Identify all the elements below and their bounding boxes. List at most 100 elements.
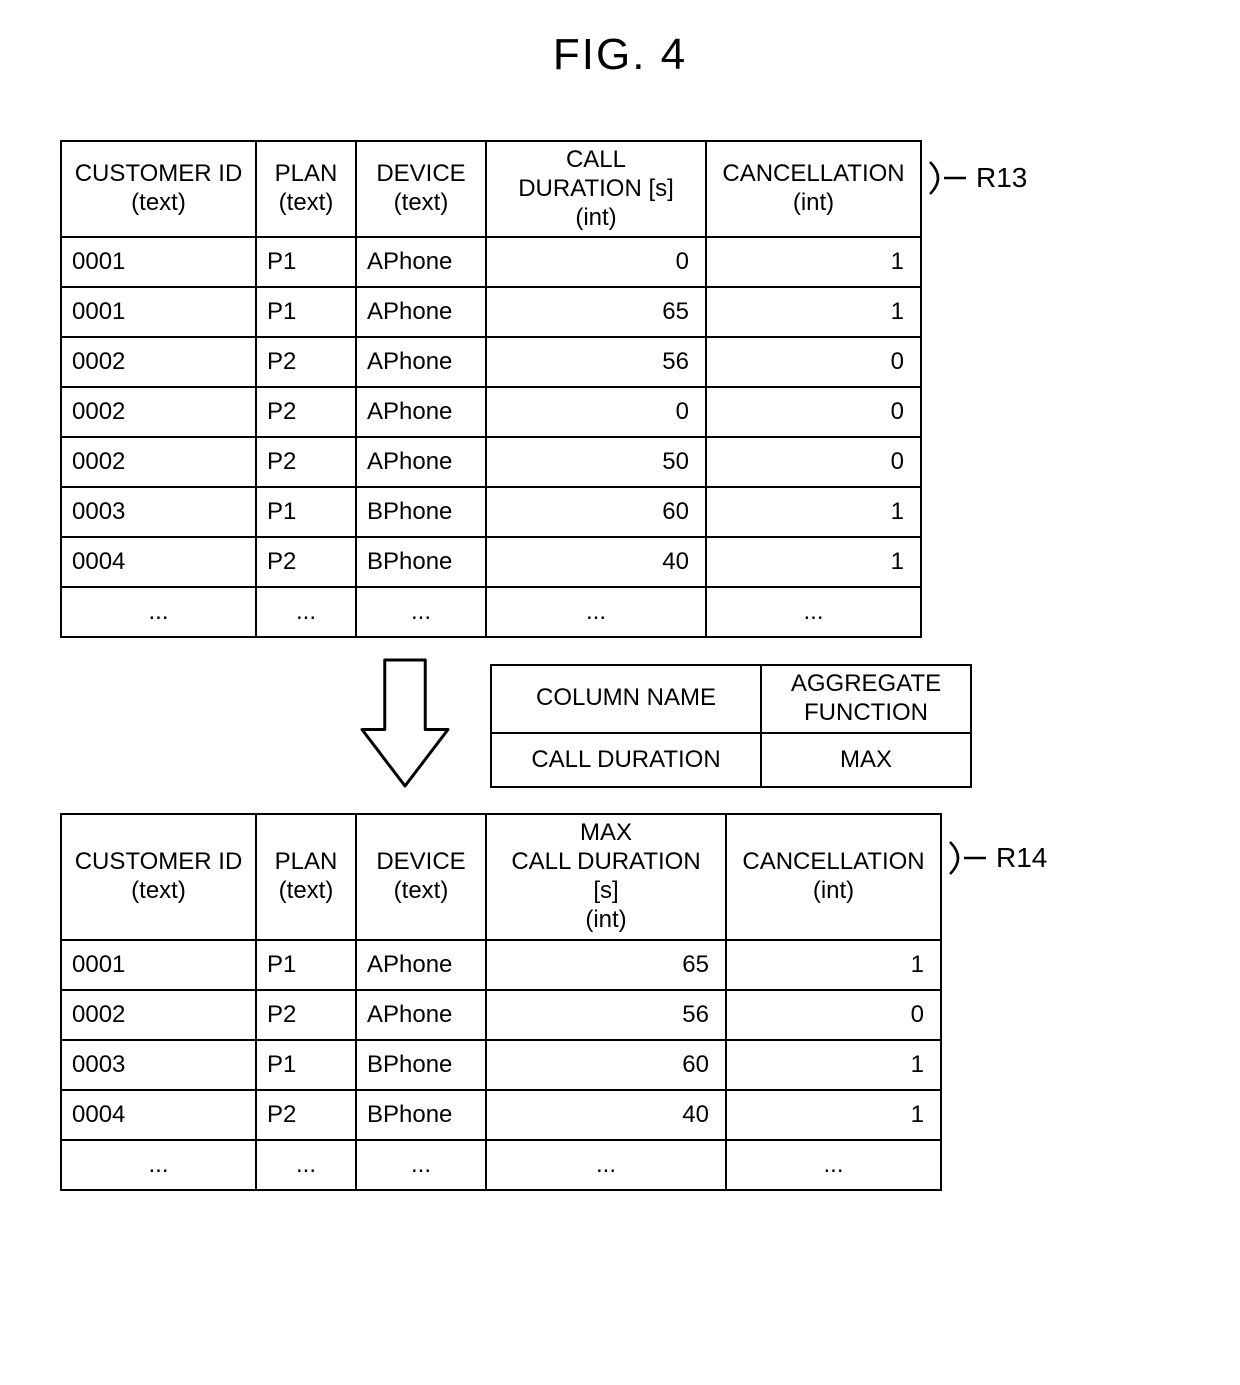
table-row: ............... — [61, 587, 921, 637]
agg-cell: MAX — [761, 733, 971, 787]
table-cell: 1 — [706, 487, 921, 537]
figure-title: FIG. 4 — [20, 30, 1220, 80]
column-header: PLAN(text) — [256, 814, 356, 939]
table-row: 0003P1BPhone601 — [61, 1040, 941, 1090]
column-header: PLAN(text) — [256, 141, 356, 237]
table-cell: 0004 — [61, 1090, 256, 1140]
table-cell: 0003 — [61, 1040, 256, 1090]
table-cell: 0002 — [61, 337, 256, 387]
column-header: DEVICE(text) — [356, 814, 486, 939]
table-cell: 0 — [486, 387, 706, 437]
table-cell: 1 — [726, 940, 941, 990]
table-cell: P1 — [256, 487, 356, 537]
table-cell: 1 — [706, 287, 921, 337]
ref-text-r13: R13 — [976, 162, 1027, 194]
table-row: 0002P2APhone560 — [61, 337, 921, 387]
table-cell: P2 — [256, 1090, 356, 1140]
column-header: CANCELLATION(int) — [706, 141, 921, 237]
table-cell: 1 — [726, 1040, 941, 1090]
table-cell: 0004 — [61, 537, 256, 587]
ref-label-r14: R14 — [946, 838, 1047, 878]
table-cell: APhone — [356, 437, 486, 487]
column-header: CUSTOMER ID(text) — [61, 814, 256, 939]
table-cell: APhone — [356, 287, 486, 337]
table-cell: 60 — [486, 487, 706, 537]
table-cell: 0 — [726, 990, 941, 1040]
table-cell: 50 — [486, 437, 706, 487]
column-header: MAXCALL DURATION[s](int) — [486, 814, 726, 939]
down-arrow-icon — [360, 658, 450, 793]
table-cell: 0001 — [61, 237, 256, 287]
table-cell: 0 — [706, 337, 921, 387]
ref-text-r14: R14 — [996, 842, 1047, 874]
table-row: 0001P1APhone01 — [61, 237, 921, 287]
arrow-svg — [360, 658, 450, 788]
table-cell: P2 — [256, 437, 356, 487]
aggregate-table: COLUMN NAMEAGGREGATEFUNCTIONCALL DURATIO… — [490, 664, 972, 788]
table-cell: 1 — [706, 237, 921, 287]
table-cell: ... — [61, 587, 256, 637]
table-cell: ... — [486, 587, 706, 637]
table-row: 0001P1APhone651 — [61, 287, 921, 337]
table-cell: ... — [256, 1140, 356, 1190]
table-cell: APhone — [356, 990, 486, 1040]
brace-icon — [926, 158, 970, 198]
table-row: 0002P2APhone560 — [61, 990, 941, 1040]
table-cell: 1 — [726, 1090, 941, 1140]
table-cell: P2 — [256, 537, 356, 587]
table-row: ............... — [61, 1140, 941, 1190]
table-cell: ... — [356, 587, 486, 637]
table-cell: 0003 — [61, 487, 256, 537]
table-cell: P1 — [256, 940, 356, 990]
table-cell: P1 — [256, 1040, 356, 1090]
table-cell: APhone — [356, 940, 486, 990]
table-cell: 0002 — [61, 387, 256, 437]
table-cell: 65 — [486, 287, 706, 337]
table-cell: ... — [486, 1140, 726, 1190]
column-header: CUSTOMER ID(text) — [61, 141, 256, 237]
table-cell: P2 — [256, 990, 356, 1040]
table-cell: 0 — [706, 387, 921, 437]
agg-header: COLUMN NAME — [491, 665, 761, 733]
table-cell: P1 — [256, 287, 356, 337]
column-header: CALLDURATION [s](int) — [486, 141, 706, 237]
table-cell: 40 — [486, 1090, 726, 1140]
table-cell: P2 — [256, 387, 356, 437]
agg-cell: CALL DURATION — [491, 733, 761, 787]
table-row: 0002P2APhone500 — [61, 437, 921, 487]
table-cell: ... — [726, 1140, 941, 1190]
column-header: DEVICE(text) — [356, 141, 486, 237]
table-cell: APhone — [356, 337, 486, 387]
table-cell: 0 — [486, 237, 706, 287]
table-cell: 1 — [706, 537, 921, 587]
table-cell: BPhone — [356, 537, 486, 587]
transform-row: COLUMN NAMEAGGREGATEFUNCTIONCALL DURATIO… — [360, 658, 1220, 793]
table-cell: 60 — [486, 1040, 726, 1090]
table-cell: BPhone — [356, 1040, 486, 1090]
table-cell: 65 — [486, 940, 726, 990]
table-cell: BPhone — [356, 487, 486, 537]
table-cell: 0002 — [61, 990, 256, 1040]
table-r13-wrap: CUSTOMER ID(text)PLAN(text)DEVICE(text)C… — [60, 140, 1220, 638]
table-row: 0004P2BPhone401 — [61, 1090, 941, 1140]
table-cell: 0001 — [61, 287, 256, 337]
table-row: 0002P2APhone00 — [61, 387, 921, 437]
table-cell: ... — [356, 1140, 486, 1190]
table-cell: APhone — [356, 237, 486, 287]
table-row: 0003P1BPhone601 — [61, 487, 921, 537]
table-cell: ... — [61, 1140, 256, 1190]
table-cell: P1 — [256, 237, 356, 287]
table-cell: 0 — [706, 437, 921, 487]
table-cell: ... — [706, 587, 921, 637]
table-cell: APhone — [356, 387, 486, 437]
table-r14-wrap: CUSTOMER ID(text)PLAN(text)DEVICE(text)M… — [60, 813, 1220, 1190]
ref-label-r13: R13 — [926, 158, 1027, 198]
table-cell: 0002 — [61, 437, 256, 487]
table-r14: CUSTOMER ID(text)PLAN(text)DEVICE(text)M… — [60, 813, 942, 1190]
brace-icon — [946, 838, 990, 878]
table-cell: 56 — [486, 337, 706, 387]
table-cell: 56 — [486, 990, 726, 1040]
table-r13: CUSTOMER ID(text)PLAN(text)DEVICE(text)C… — [60, 140, 922, 638]
column-header: CANCELLATION(int) — [726, 814, 941, 939]
table-cell: 40 — [486, 537, 706, 587]
